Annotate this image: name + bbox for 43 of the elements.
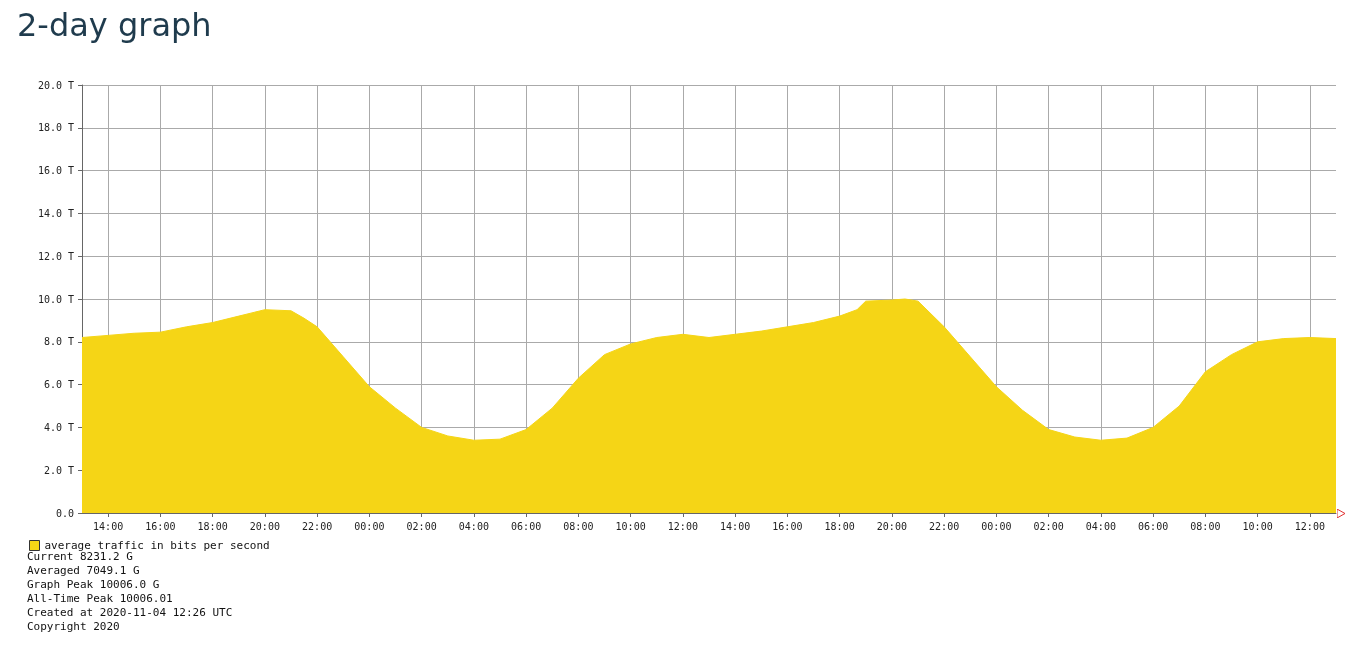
text: Created at 2020-11-04 12:26 UTC bbox=[27, 606, 233, 619]
x-tick-label: 06:00 bbox=[1138, 520, 1169, 532]
x-tick-label: 02:00 bbox=[406, 520, 437, 532]
y-tick-label: 0.0 bbox=[55, 507, 74, 519]
y-tick-label: 14.0 T bbox=[37, 207, 74, 219]
x-tick-label: 08:00 bbox=[1190, 520, 1221, 532]
x-tick-label: 16:00 bbox=[145, 520, 176, 532]
y-tick-label: 18.0 T bbox=[37, 122, 74, 134]
x-tick-label: 08:00 bbox=[563, 520, 594, 532]
text: All-Time Peak 10006.01 bbox=[27, 592, 173, 605]
x-tick-label: 04:00 bbox=[1085, 520, 1116, 532]
x-tick-label: 20:00 bbox=[249, 520, 280, 532]
y-tick-label: 6.0 T bbox=[43, 379, 74, 391]
legend-label: average traffic in bits per second bbox=[44, 539, 270, 552]
text: Graph Peak 10006.0 G bbox=[27, 578, 160, 591]
y-tick-label: 4.0 T bbox=[43, 421, 74, 433]
x-tick-label: 12:00 bbox=[667, 520, 698, 532]
x-tick-label: 14:00 bbox=[93, 520, 124, 532]
x-tick-label: 12:00 bbox=[1294, 520, 1325, 532]
y-tick-label: 8.0 T bbox=[43, 336, 74, 348]
x-tick-label: 20:00 bbox=[876, 520, 907, 532]
x-tick-label: 00:00 bbox=[354, 520, 385, 532]
y-tick-label: 2.0 T bbox=[43, 464, 74, 476]
y-tick-label: 12.0 T bbox=[37, 250, 74, 262]
x-tick-label: 18:00 bbox=[197, 520, 228, 532]
x-tick-label: 10:00 bbox=[1242, 520, 1273, 532]
text: Copyright 2020 bbox=[27, 620, 120, 633]
y-tick-label: 16.0 T bbox=[37, 165, 74, 177]
x-tick-label: 06:00 bbox=[511, 520, 542, 532]
x-tick-label: 18:00 bbox=[824, 520, 855, 532]
x-tick-label: 02:00 bbox=[1033, 520, 1064, 532]
x-tick-label: 10:00 bbox=[615, 520, 646, 532]
text: Current 8231.2 G bbox=[27, 550, 133, 563]
x-tick-label: 16:00 bbox=[772, 520, 803, 532]
x-tick-label: 22:00 bbox=[929, 520, 960, 532]
y-tick-label: 20.0 T bbox=[37, 79, 74, 91]
x-tick-label: 22:00 bbox=[302, 520, 333, 532]
x-tick-label: 00:00 bbox=[981, 520, 1012, 532]
chart-title: 2-day graph bbox=[17, 6, 212, 44]
x-tick-label: 04:00 bbox=[458, 520, 489, 532]
text: Averaged 7049.1 G bbox=[27, 564, 140, 577]
x-tick-label: 14:00 bbox=[720, 520, 751, 532]
y-tick-label: 10.0 T bbox=[37, 293, 74, 305]
